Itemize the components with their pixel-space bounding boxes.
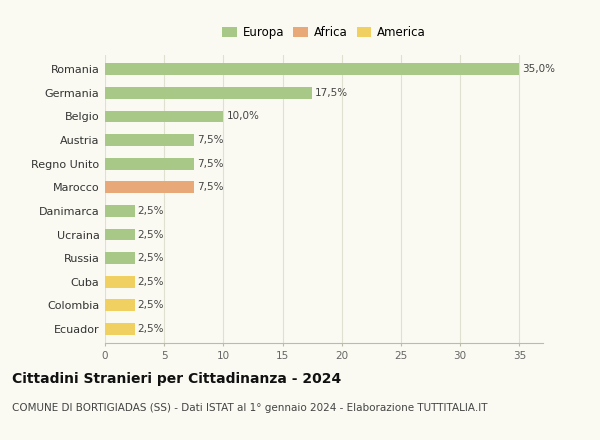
Bar: [105, 110, 223, 122]
Bar: [105, 63, 520, 75]
Text: 2,5%: 2,5%: [137, 230, 164, 239]
Text: 2,5%: 2,5%: [137, 324, 164, 334]
Bar: [105, 252, 134, 264]
Bar: [105, 158, 194, 169]
Text: 35,0%: 35,0%: [522, 64, 555, 74]
Bar: [105, 276, 134, 288]
Bar: [105, 87, 312, 99]
Bar: [105, 134, 194, 146]
Bar: [105, 181, 194, 193]
Bar: [105, 229, 134, 240]
Text: Cittadini Stranieri per Cittadinanza - 2024: Cittadini Stranieri per Cittadinanza - 2…: [12, 372, 341, 386]
Text: 17,5%: 17,5%: [315, 88, 348, 98]
Text: 2,5%: 2,5%: [137, 206, 164, 216]
Legend: Europa, Africa, America: Europa, Africa, America: [220, 23, 428, 41]
Text: 7,5%: 7,5%: [197, 159, 223, 169]
Text: 2,5%: 2,5%: [137, 301, 164, 310]
Bar: [105, 205, 134, 217]
Text: 7,5%: 7,5%: [197, 135, 223, 145]
Text: 2,5%: 2,5%: [137, 277, 164, 287]
Bar: [105, 323, 134, 335]
Text: 7,5%: 7,5%: [197, 182, 223, 192]
Text: COMUNE DI BORTIGIADAS (SS) - Dati ISTAT al 1° gennaio 2024 - Elaborazione TUTTIT: COMUNE DI BORTIGIADAS (SS) - Dati ISTAT …: [12, 403, 487, 413]
Text: 10,0%: 10,0%: [226, 111, 259, 121]
Text: 2,5%: 2,5%: [137, 253, 164, 263]
Bar: [105, 300, 134, 312]
